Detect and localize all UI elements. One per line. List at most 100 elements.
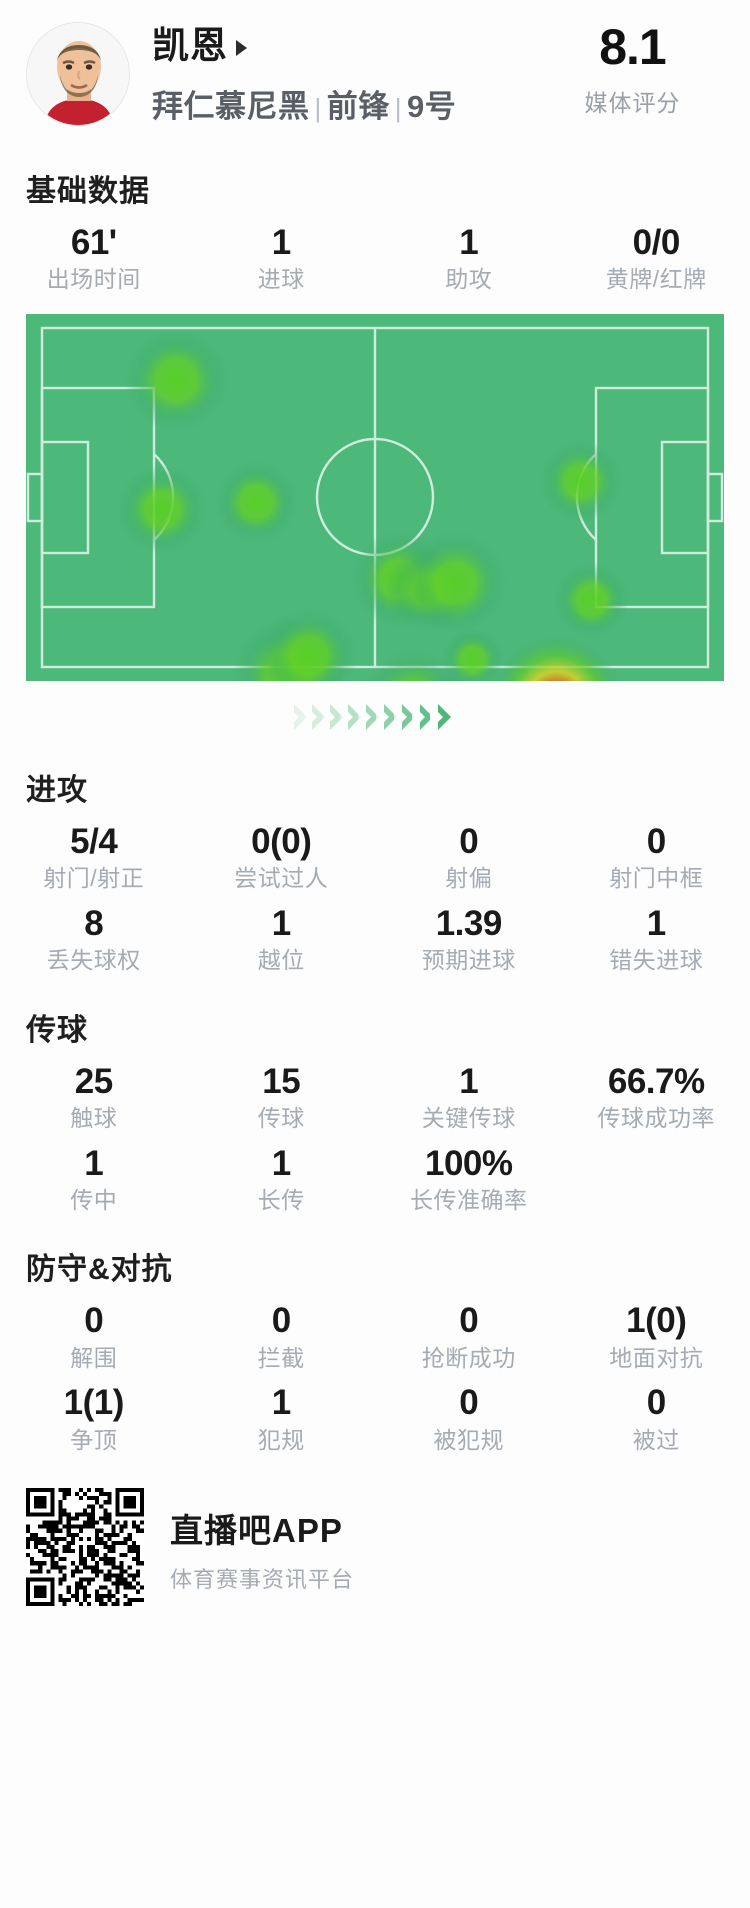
stat-cell-woodwork: 0 射门中框 [563, 815, 750, 897]
stat-label: 传球成功率 [597, 1104, 715, 1131]
stat-label: 越位 [257, 947, 305, 974]
qr-code-icon[interactable] [26, 1488, 144, 1607]
chevron-right-icon [376, 703, 397, 730]
defense-row-1: 0 解围 0 拦截 0 抢断成功 1(0) 地面对抗 [0, 1294, 750, 1376]
section-title-attack: 进攻 [26, 773, 88, 807]
stat-label: 争顶 [70, 1426, 118, 1453]
stat-cell-crosses: 1 传中 [0, 1137, 188, 1219]
stat-label: 触球 [70, 1104, 118, 1131]
player-avatar-illustration [27, 23, 129, 125]
rating-value: 8.1 [599, 19, 667, 75]
attack-stats: 5/4 射门/射正 0(0) 尝试过人 0 射偏 0 射门中框 8 丢失球权 1 [0, 815, 750, 979]
touch-heatmap [26, 313, 724, 681]
chevron-right-icon [286, 703, 307, 730]
stat-cell-long-balls: 1 长传 [188, 1137, 376, 1219]
stat-value: 100% [424, 1143, 513, 1183]
stat-value: 8 [84, 903, 104, 943]
stat-cell-aerial-duels: 1(1) 争顶 [0, 1376, 188, 1458]
stat-label: 地面对抗 [609, 1344, 704, 1371]
stat-value: 1 [84, 1143, 104, 1183]
stat-cell-pass-accuracy: 66.7% 传球成功率 [563, 1055, 750, 1137]
player-identity: 凯恩 拜仁慕尼黑 | 前锋 | 9号 [152, 18, 724, 126]
player-name-row[interactable]: 凯恩 [152, 25, 724, 67]
basic-stats-row: 61' 出场时间 1 进球 1 助攻 0/0 黄牌/红牌 [0, 216, 750, 298]
stat-label: 抢断成功 [421, 1344, 516, 1371]
stat-cell-goals: 1 进球 [188, 216, 376, 298]
stat-label: 进球 [257, 266, 305, 293]
stat-cell-fouled: 0 被犯规 [375, 1376, 563, 1458]
shirt-number: 9号 [407, 88, 457, 124]
stat-label: 被过 [632, 1426, 680, 1453]
stat-label: 助攻 [445, 266, 493, 293]
triangle-right-icon[interactable] [236, 40, 247, 57]
heat-spot [569, 676, 607, 681]
stat-label: 出场时间 [46, 266, 141, 293]
section-title-basic: 基础数据 [26, 175, 150, 208]
stat-label: 错失进球 [609, 947, 704, 974]
stat-label: 丢失球权 [46, 947, 141, 974]
stat-value: 0 [646, 821, 666, 861]
stat-label: 射门中框 [609, 865, 704, 892]
section-title-defense: 防守&对抗 [26, 1253, 173, 1287]
stat-value: 61' [70, 223, 117, 262]
chevron-right-icon [394, 703, 415, 730]
stat-label: 被犯规 [433, 1426, 504, 1453]
heat-spot [116, 463, 208, 555]
heat-spot [552, 561, 630, 639]
section-title-passing: 传球 [26, 1013, 88, 1047]
passing-row-2: 1 传中 1 长传 100% 长传准确率 [0, 1137, 750, 1219]
page-title: 凯恩 [152, 25, 228, 66]
media-rating: 8.1 媒体评分 [545, 22, 720, 118]
separator-2: | [394, 92, 403, 123]
defense-stats: 0 解围 0 拦截 0 抢断成功 1(0) 地面对抗 1(1) 争顶 1 [0, 1294, 750, 1458]
stat-value: 1 [646, 903, 666, 943]
stat-value: 0 [459, 821, 479, 861]
stat-label: 解围 [70, 1344, 118, 1371]
stat-label: 尝试过人 [234, 865, 329, 892]
stat-value: 1 [271, 1383, 291, 1423]
stat-value: 1.39 [435, 903, 503, 943]
stat-cell-possession-lost: 8 丢失球权 [0, 897, 188, 979]
stat-value: 0(0) [251, 821, 312, 861]
attack-direction-arrows [0, 695, 750, 739]
stat-cell-fouls: 1 犯规 [188, 1376, 376, 1458]
stat-cell-clearances: 0 解围 [0, 1294, 188, 1376]
heat-spot [493, 634, 620, 681]
heat-spot [402, 530, 508, 635]
chevron-right-icon [322, 703, 343, 730]
stat-cell-cards: 0/0 黄牌/红牌 [563, 216, 750, 298]
chevron-right-icon [340, 703, 361, 730]
stat-label: 射门/射正 [43, 865, 145, 892]
passing-row-1: 25 触球 15 传球 1 关键传球 66.7% 传球成功率 [0, 1055, 750, 1137]
stat-value: 1 [271, 223, 291, 262]
chevron-right-icon [430, 703, 451, 730]
stat-label: 拦截 [257, 1344, 305, 1371]
stat-value: 1 [459, 223, 479, 262]
team-name: 拜仁慕尼黑 [152, 88, 310, 124]
stat-value: 1(1) [63, 1383, 125, 1423]
stat-label: 长传 [257, 1186, 305, 1213]
avatar[interactable] [26, 22, 130, 126]
stat-value: 5/4 [70, 821, 118, 861]
stat-value: 0 [459, 1383, 479, 1423]
stat-label: 射偏 [445, 865, 493, 892]
stat-cell-big-chance-missed: 1 错失进球 [563, 897, 750, 979]
stat-value: 0 [646, 1383, 666, 1423]
stat-value: 0 [84, 1301, 104, 1341]
stat-cell-minutes: 61' 出场时间 [0, 216, 188, 298]
app-tagline: 体育赛事资讯平台 [170, 1567, 355, 1593]
stat-cell-shots: 5/4 射门/射正 [0, 815, 188, 897]
stat-cell-dribbles: 0(0) 尝试过人 [188, 815, 376, 897]
chevron-right-icon [358, 703, 379, 730]
heat-spot [441, 628, 505, 681]
chevron-right-icon [304, 703, 325, 730]
stat-label: 预期进球 [421, 947, 516, 974]
stat-value: 0 [271, 1301, 291, 1341]
heat-spot [539, 439, 623, 524]
stat-label: 传中 [70, 1186, 118, 1213]
stat-cell-empty [563, 1137, 750, 1219]
heat-spot [365, 648, 462, 681]
stat-label: 黄牌/红牌 [605, 266, 707, 293]
stat-cell-touches: 25 触球 [0, 1055, 188, 1137]
